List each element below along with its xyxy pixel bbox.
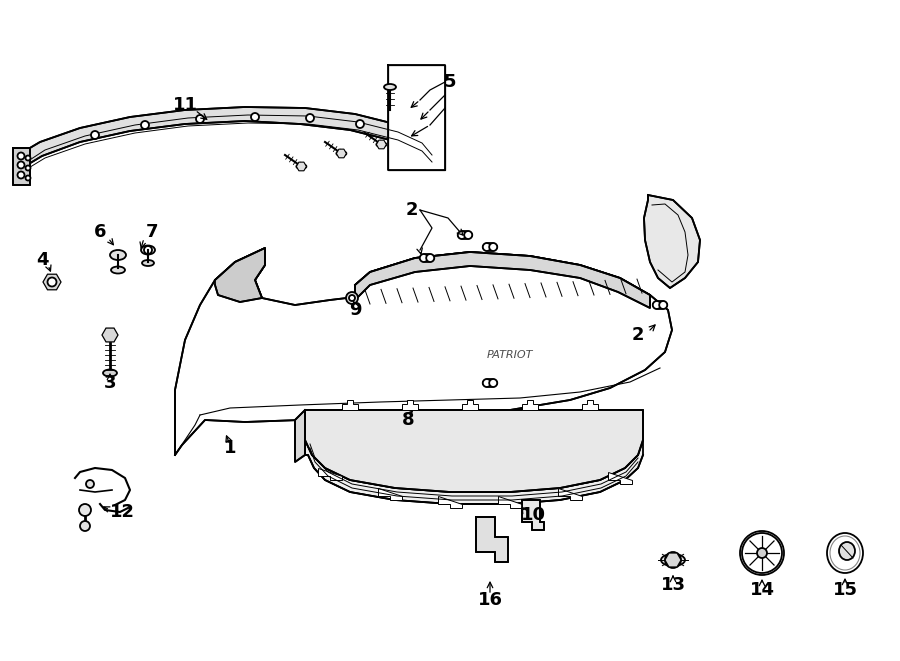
Circle shape [458, 231, 466, 239]
Ellipse shape [839, 542, 855, 560]
Polygon shape [608, 472, 632, 484]
Text: 9: 9 [349, 301, 361, 319]
Text: 15: 15 [832, 581, 858, 599]
Polygon shape [522, 500, 544, 530]
Ellipse shape [830, 536, 860, 570]
Text: 3: 3 [104, 374, 116, 392]
Circle shape [17, 161, 24, 169]
Circle shape [482, 243, 491, 251]
Ellipse shape [419, 254, 434, 262]
Circle shape [659, 301, 667, 309]
Circle shape [79, 504, 91, 516]
Polygon shape [558, 488, 582, 500]
Ellipse shape [103, 369, 117, 377]
Circle shape [196, 115, 204, 123]
Text: 4: 4 [36, 251, 49, 269]
Circle shape [144, 246, 152, 254]
Text: 13: 13 [661, 576, 686, 594]
Polygon shape [18, 107, 435, 175]
Polygon shape [376, 140, 386, 149]
Text: 2: 2 [406, 201, 419, 219]
Text: 5: 5 [444, 73, 456, 91]
Circle shape [80, 521, 90, 531]
Text: PATRIOT: PATRIOT [487, 350, 533, 360]
Polygon shape [342, 400, 358, 410]
Circle shape [356, 120, 364, 128]
Circle shape [419, 254, 428, 262]
Polygon shape [102, 328, 118, 342]
Circle shape [740, 531, 784, 575]
Circle shape [251, 113, 259, 121]
Polygon shape [13, 148, 30, 185]
Circle shape [25, 165, 31, 171]
Polygon shape [296, 162, 306, 171]
Circle shape [17, 171, 24, 178]
Circle shape [306, 114, 314, 122]
Circle shape [25, 176, 31, 180]
Circle shape [91, 131, 99, 139]
Ellipse shape [458, 231, 473, 239]
Ellipse shape [376, 142, 386, 147]
Circle shape [141, 121, 149, 129]
Ellipse shape [482, 379, 497, 387]
Polygon shape [498, 496, 522, 508]
Ellipse shape [384, 84, 396, 90]
Circle shape [427, 254, 434, 262]
Polygon shape [355, 252, 650, 308]
Circle shape [464, 231, 473, 239]
Ellipse shape [110, 250, 126, 260]
Circle shape [346, 292, 358, 304]
Circle shape [17, 153, 24, 159]
Ellipse shape [482, 243, 497, 251]
Text: 7: 7 [146, 223, 158, 241]
Circle shape [349, 295, 355, 301]
Polygon shape [644, 195, 700, 288]
Circle shape [652, 301, 661, 309]
Ellipse shape [661, 554, 685, 566]
Polygon shape [215, 248, 265, 302]
Circle shape [25, 155, 31, 161]
Polygon shape [462, 400, 478, 410]
Polygon shape [305, 410, 643, 492]
Polygon shape [175, 248, 672, 455]
Polygon shape [522, 400, 538, 410]
Text: 10: 10 [520, 506, 545, 524]
Circle shape [86, 480, 94, 488]
Circle shape [48, 278, 57, 286]
Ellipse shape [141, 245, 155, 254]
Text: 11: 11 [173, 96, 197, 114]
Polygon shape [43, 274, 61, 290]
Text: 1: 1 [224, 439, 236, 457]
Ellipse shape [652, 301, 667, 309]
Polygon shape [337, 149, 347, 158]
Polygon shape [665, 553, 681, 567]
Polygon shape [388, 65, 445, 170]
Text: 14: 14 [750, 581, 775, 599]
Circle shape [742, 533, 782, 573]
Polygon shape [295, 410, 305, 462]
Circle shape [482, 379, 491, 387]
Polygon shape [318, 468, 342, 480]
Polygon shape [476, 517, 508, 562]
Polygon shape [402, 400, 418, 410]
Text: 6: 6 [94, 223, 106, 241]
Polygon shape [305, 440, 643, 504]
Circle shape [490, 243, 497, 251]
Text: 2: 2 [632, 326, 644, 344]
Polygon shape [378, 488, 402, 500]
Ellipse shape [296, 164, 306, 169]
Circle shape [665, 552, 681, 568]
Ellipse shape [337, 151, 347, 156]
Circle shape [757, 548, 767, 558]
Circle shape [490, 379, 497, 387]
Ellipse shape [111, 266, 125, 274]
Text: 12: 12 [110, 503, 134, 521]
Ellipse shape [827, 533, 863, 573]
Text: 16: 16 [478, 591, 502, 609]
Text: 8: 8 [401, 411, 414, 429]
Polygon shape [438, 496, 462, 508]
Polygon shape [582, 400, 598, 410]
Ellipse shape [142, 260, 154, 266]
